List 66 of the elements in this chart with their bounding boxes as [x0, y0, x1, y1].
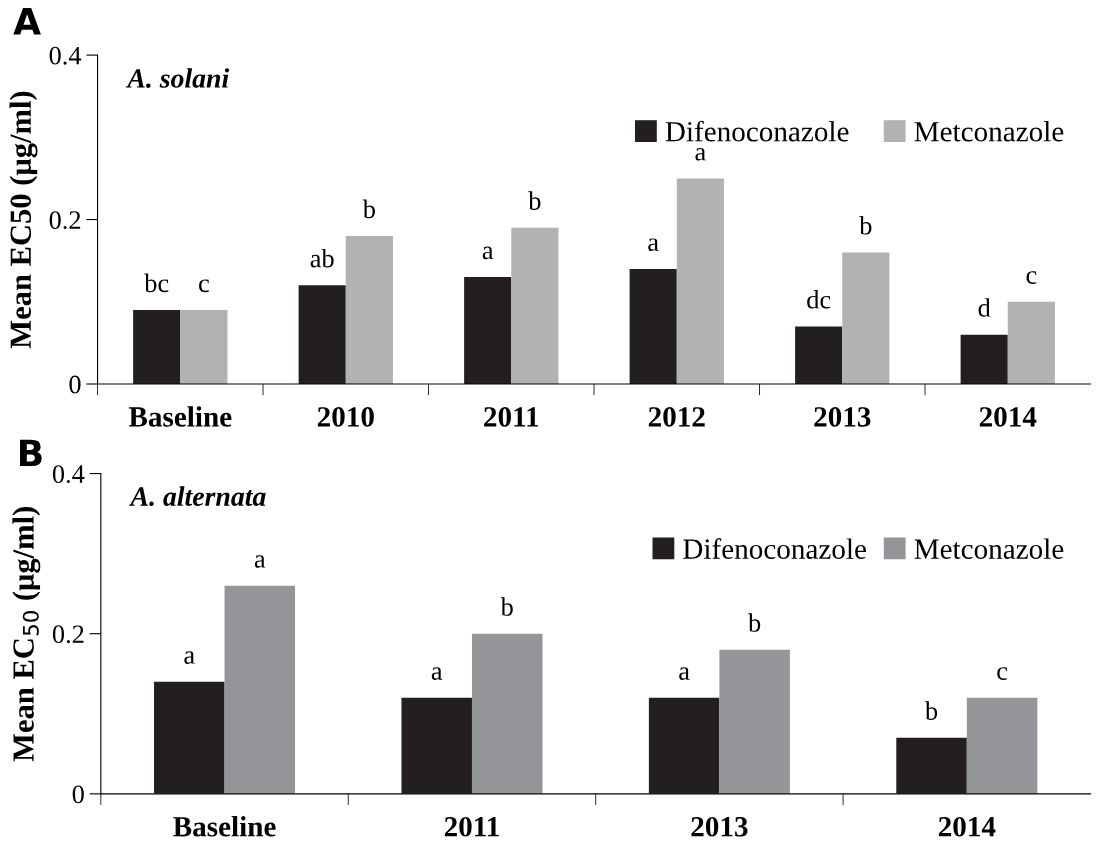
bar — [896, 737, 967, 794]
data-label: b — [924, 701, 938, 720]
data-label: b — [859, 216, 872, 235]
bar — [648, 697, 720, 794]
x-tick-label: 2012 — [648, 407, 705, 427]
data-label: a — [254, 555, 266, 568]
y-axis-title: Mean EC50 (μg/ml) — [9, 91, 38, 349]
data-label: a — [695, 147, 706, 161]
bar — [1007, 301, 1055, 385]
data-label: a — [679, 667, 690, 680]
bar — [511, 227, 559, 385]
data-label: c — [1026, 271, 1037, 284]
bar — [719, 649, 790, 794]
data-label: c — [199, 279, 209, 293]
data-label: bc — [144, 273, 169, 293]
bar — [401, 697, 472, 794]
bar — [180, 310, 228, 385]
chart-title: A. alternata — [129, 486, 266, 507]
y-tick-label: 0.4 — [52, 465, 85, 484]
data-label: b — [500, 597, 513, 616]
data-label: dc — [807, 290, 831, 309]
data-label: a — [648, 238, 659, 252]
x-tick-label: 2013 — [691, 816, 748, 837]
text: A — [13, 8, 41, 35]
legend-label: Difenoconazole — [665, 120, 849, 142]
y-axis-title: Mean EC$_{50}$ (μg/ml) — [12, 507, 41, 762]
bar — [345, 236, 393, 385]
data-label: c — [997, 667, 1008, 680]
legend-label: Difenoconazole — [683, 538, 866, 559]
bar — [960, 334, 1008, 385]
y-tick-label: 0 — [69, 375, 81, 394]
bar — [966, 697, 1038, 794]
y-tick-label: 0 — [72, 785, 84, 804]
data-label: a — [482, 246, 494, 260]
chart-title: A. solani — [125, 68, 230, 88]
data-label: b — [528, 191, 541, 210]
bar — [795, 326, 843, 385]
x-tick-label: 2014 — [938, 816, 996, 837]
bar — [224, 585, 296, 794]
bar — [629, 268, 677, 385]
bar — [464, 277, 512, 385]
x-tick-label: 2010 — [317, 407, 374, 427]
bar — [133, 310, 181, 385]
x-tick-label: Baseline — [128, 406, 232, 427]
legend-label: Metconazole — [914, 121, 1064, 142]
data-label: d — [978, 298, 991, 317]
bar — [154, 681, 225, 794]
x-tick-label: 2014 — [979, 407, 1037, 427]
x-tick-label: 2013 — [814, 407, 871, 427]
y-tick-label: 0.2 — [49, 211, 81, 230]
data-label: a — [431, 667, 443, 680]
x-tick-label: 2011 — [484, 407, 539, 427]
data-label: b — [362, 199, 375, 219]
y-tick-label: 0.2 — [52, 625, 84, 644]
data-label: b — [748, 613, 761, 632]
legend-label: Metconazole — [914, 538, 1064, 559]
x-tick-label: 2011 — [444, 816, 499, 837]
data-label: ab — [310, 248, 334, 268]
bar — [842, 252, 890, 385]
x-tick-label: Baseline — [173, 816, 276, 837]
bar — [471, 633, 543, 794]
y-tick-label: 0.4 — [49, 46, 82, 65]
bar — [676, 178, 724, 385]
text: B — [20, 439, 42, 467]
data-label: a — [184, 651, 195, 664]
bar — [298, 285, 346, 385]
